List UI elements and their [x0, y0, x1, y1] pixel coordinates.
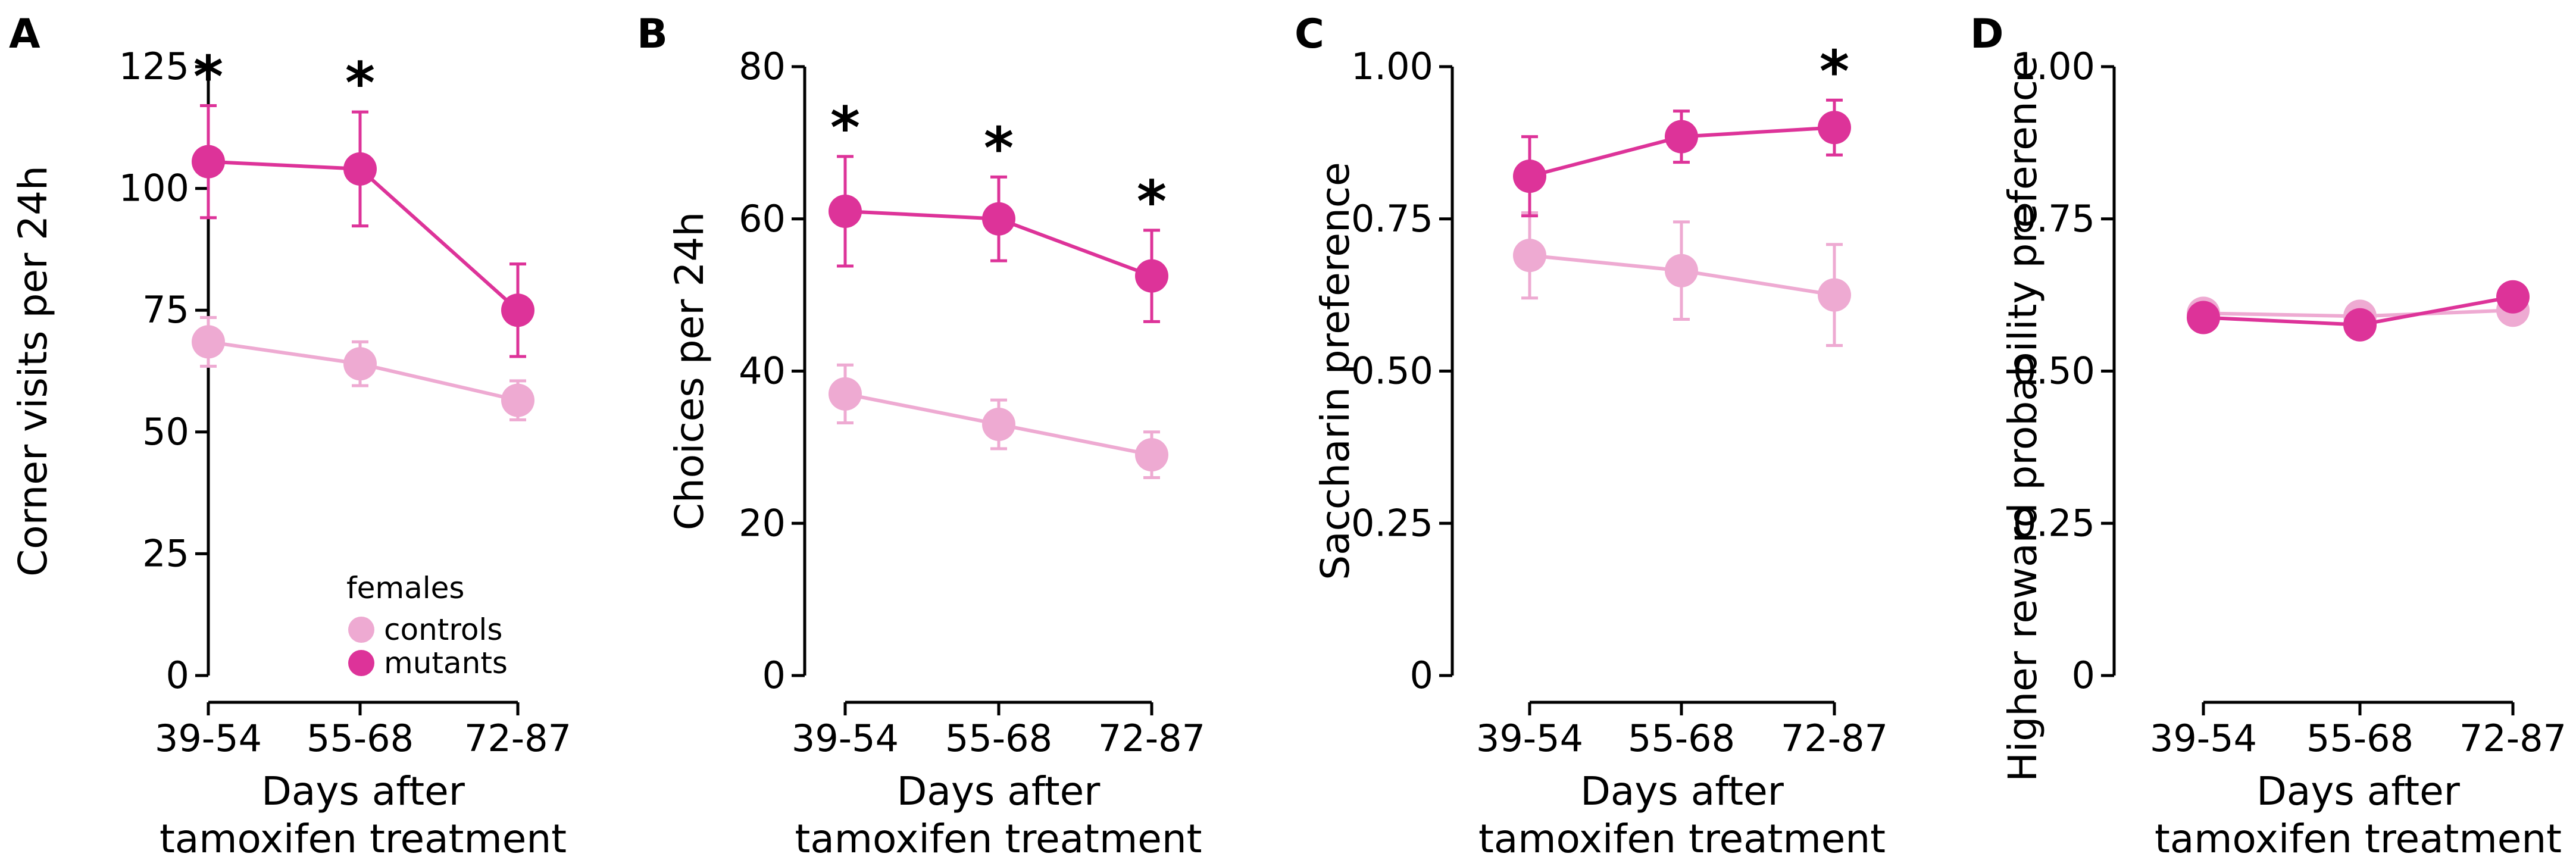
series-controls — [829, 363, 1168, 480]
y-tick-label: 20 — [739, 501, 786, 545]
y-tick-label: 80 — [739, 45, 786, 88]
y-tick-label: 1.00 — [2013, 45, 2095, 88]
y-tick-label: 0.75 — [1351, 197, 1433, 240]
series-mutants — [829, 155, 1168, 323]
y-tick-label: 60 — [739, 197, 786, 240]
y-tick-label: 40 — [739, 349, 786, 393]
data-point — [829, 377, 862, 411]
data-point — [1513, 160, 1546, 193]
data-point — [343, 347, 377, 381]
x-axis-label-line1: Days after — [1580, 768, 1784, 814]
data-point — [1513, 239, 1546, 273]
legend-label-mutants: mutants — [384, 646, 508, 680]
y-tick-label: 25 — [142, 531, 189, 575]
y-tick-label: 0.25 — [1351, 501, 1433, 545]
x-axis-label-line2: tamoxifen treatment — [1478, 816, 1886, 862]
x-tick-label: 55-68 — [1628, 717, 1735, 760]
significance-star: * — [984, 115, 1014, 182]
y-tick-label: 0.50 — [2013, 349, 2095, 393]
data-point — [1135, 259, 1168, 293]
x-tick-label: 72-87 — [1098, 717, 1205, 760]
x-tick-label: 55-68 — [2306, 717, 2414, 760]
y-tick-label: 0.50 — [1351, 349, 1433, 393]
data-point — [501, 293, 534, 327]
panel-label: D — [1970, 11, 2003, 58]
x-axis-label-line1: Days after — [897, 768, 1101, 814]
y-tick-label: 0.75 — [2013, 197, 2095, 240]
significance-star: * — [193, 43, 223, 110]
legend-marker-controls — [348, 617, 374, 643]
data-point — [2187, 301, 2220, 334]
y-tick-label: 125 — [119, 45, 189, 88]
x-tick-label: 39-54 — [2150, 717, 2257, 760]
series-mutants — [1513, 98, 1851, 218]
data-point — [501, 383, 534, 417]
x-tick-label: 39-54 — [792, 717, 899, 760]
x-axis-label-line2: tamoxifen treatment — [2155, 816, 2562, 862]
data-point — [982, 202, 1015, 236]
data-point — [982, 408, 1015, 442]
panel-a: A 0 25 50 75 100 125 Corner visits per 24h 39-54… — [9, 11, 571, 862]
x-tick-label: 39-54 — [155, 717, 262, 760]
data-point — [343, 152, 377, 186]
data-point — [2496, 280, 2530, 314]
x-tick-label: 72-87 — [1781, 717, 1888, 760]
x-tick-label: 55-68 — [945, 717, 1052, 760]
y-tick-label: 0 — [166, 653, 189, 697]
x-axis-label-line2: tamoxifen treatment — [160, 816, 567, 862]
data-point — [1818, 111, 1851, 145]
panel-label: B — [637, 11, 668, 58]
x-axis-label-line1: Days after — [2256, 768, 2461, 814]
x-axis-label-line2: tamoxifen treatment — [795, 816, 1202, 862]
x-tick-label: 72-87 — [2459, 717, 2566, 760]
y-axis-label: Choices per 24h — [667, 212, 712, 530]
y-tick-label: 0 — [762, 653, 786, 697]
y-tick-label: 75 — [142, 288, 189, 332]
significance-star: * — [1820, 38, 1849, 105]
significance-star: * — [1137, 168, 1167, 235]
legend-title: females — [346, 571, 464, 605]
y-tick-label: 50 — [142, 410, 189, 454]
significance-star: * — [345, 50, 375, 117]
y-axis-label: Higher reward probability preference — [2000, 55, 2046, 781]
x-tick-label: 55-68 — [307, 717, 414, 760]
y-axis-label: Corner visits per 24h — [10, 165, 56, 577]
data-point — [1665, 120, 1698, 154]
data-point — [1818, 278, 1851, 312]
data-point — [1665, 254, 1698, 287]
x-tick-label: 72-87 — [464, 717, 571, 760]
data-point — [829, 194, 862, 228]
significance-star: * — [830, 95, 860, 161]
x-axis-label-line1: Days after — [261, 768, 465, 814]
y-tick-label: 1.00 — [1351, 45, 1433, 88]
series-mutants — [192, 104, 534, 358]
y-tick-label: 100 — [119, 167, 189, 210]
y-axis-label: Saccharin preference — [1312, 162, 1358, 580]
series-mutants — [2187, 280, 2530, 342]
y-tick-label: 0.25 — [2013, 501, 2095, 545]
x-tick-label: 39-54 — [1476, 717, 1583, 760]
legend-label-controls: controls — [384, 612, 502, 647]
data-point — [2343, 308, 2377, 342]
data-point — [192, 325, 225, 359]
data-point — [192, 145, 225, 179]
series-controls — [1513, 211, 1851, 348]
panel-c: C 0 0.25 0.50 0.75 1.00 Saccharin preference 39… — [1295, 11, 1888, 862]
legend-marker-mutants — [348, 650, 374, 676]
panel-label: A — [9, 11, 40, 58]
panel-label: C — [1295, 11, 1324, 58]
data-point — [1135, 438, 1168, 472]
panel-b: B 0 20 40 60 80 Choices per 24h 39-54 55-68 72-87… — [637, 11, 1205, 862]
y-tick-label: 0 — [2072, 653, 2095, 697]
series-controls — [192, 315, 534, 421]
y-tick-label: 0 — [1410, 653, 1433, 697]
